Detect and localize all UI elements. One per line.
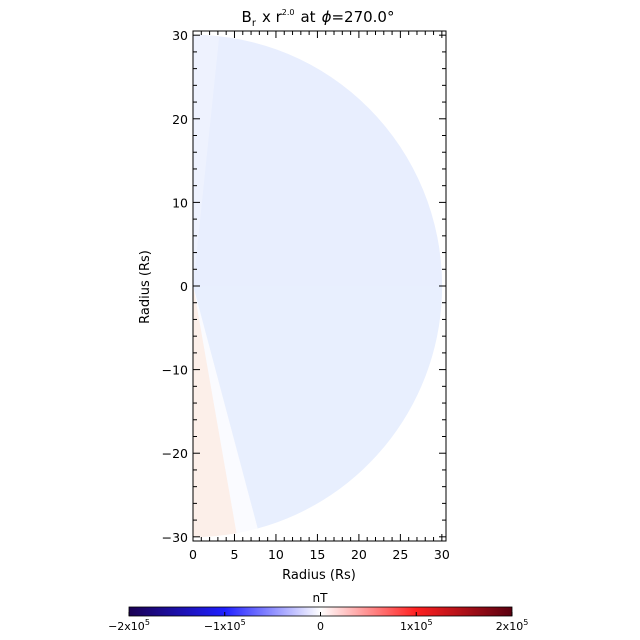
colorbar: nT −2x105 −1x105 0 1x105 2x105	[108, 591, 528, 633]
title-at: at	[300, 8, 315, 26]
field-region-lower-half	[193, 285, 443, 529]
title-quantity: B	[242, 8, 252, 26]
y-axis-label: Radius (Rs)	[138, 250, 153, 324]
field-region-upper-half	[193, 34, 443, 287]
colorbar-unit: nT	[313, 591, 329, 605]
y-axis-ticks: −30 −20 −10 0 10 20 30	[162, 28, 446, 545]
title-exponent: 2.0	[282, 8, 295, 17]
x-tick-label: 15	[309, 547, 325, 562]
colorbar-tick-label: 0	[317, 620, 324, 633]
x-tick-label: 10	[268, 547, 284, 562]
colorbar-tick-label: 1x105	[400, 618, 433, 633]
y-tick-label: −20	[162, 446, 188, 461]
y-tick-label: −10	[162, 363, 188, 378]
field-map	[193, 34, 443, 538]
y-tick-label: 10	[172, 195, 188, 210]
y-tick-label: 0	[180, 279, 188, 294]
x-tick-label: 0	[189, 547, 197, 562]
x-axis-label: Radius (Rs)	[282, 568, 356, 583]
x-tick-label: 20	[351, 547, 367, 562]
colorbar-tick-label: 2x105	[496, 618, 529, 633]
title-subscript: r	[252, 18, 257, 29]
colorbar-tick-label: −1x105	[204, 618, 246, 633]
title-phi-value: =270.0°	[331, 8, 394, 26]
x-tick-label: 5	[230, 547, 238, 562]
x-tick-label: 25	[392, 547, 408, 562]
title-phi-symbol: ϕ	[322, 8, 332, 26]
x-axis-ticks: 0 5 10 15 20 25 30	[189, 31, 450, 562]
y-tick-label: −30	[162, 530, 188, 545]
y-tick-label: 30	[172, 28, 188, 43]
colorbar-tick-label: −2x105	[108, 618, 150, 633]
y-tick-label: 20	[172, 112, 188, 127]
chart-title: Br x r2.0 at ϕ=270.0°	[242, 8, 395, 29]
plot-area: 0 5 10 15 20 25 30 −30 −20 −10 0 10 20 30	[162, 28, 450, 562]
x-tick-label: 30	[434, 547, 450, 562]
title-multiplier: x r	[262, 8, 283, 26]
colorbar-ticks: −2x105 −1x105 0 1x105 2x105	[108, 612, 528, 633]
